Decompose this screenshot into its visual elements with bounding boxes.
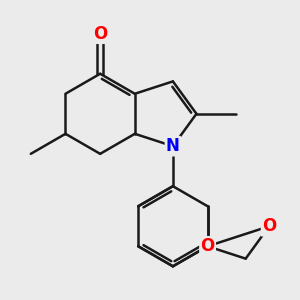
Text: O: O: [262, 217, 276, 235]
Text: N: N: [166, 137, 180, 155]
Text: O: O: [93, 25, 107, 43]
Text: O: O: [200, 237, 215, 255]
